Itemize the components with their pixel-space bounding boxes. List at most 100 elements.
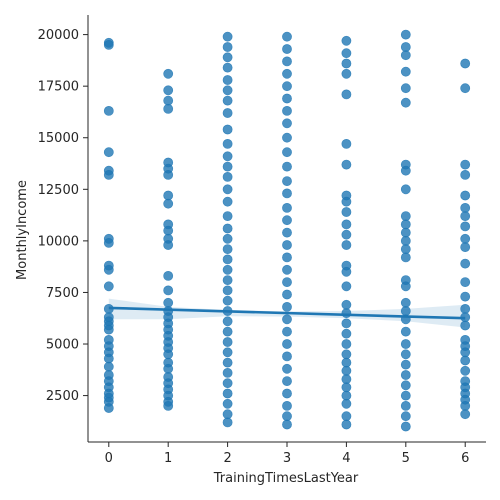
scatter-point xyxy=(341,349,352,360)
scatter-point xyxy=(460,202,471,213)
scatter-point xyxy=(163,225,174,236)
scatter-point xyxy=(460,355,471,366)
scatter-point xyxy=(400,380,411,391)
regression-line xyxy=(108,306,466,320)
y-tick-label: 15000 xyxy=(38,131,79,146)
scatter-point xyxy=(400,97,411,108)
scatter-point xyxy=(163,169,174,180)
scatter-point xyxy=(460,211,471,221)
scatter-point xyxy=(282,106,292,116)
x-tick-label: 6 xyxy=(461,451,469,466)
scatter-point xyxy=(341,240,352,250)
x-tick-label: 0 xyxy=(105,451,113,466)
scatter-point xyxy=(103,281,114,292)
scatter-point xyxy=(341,58,352,69)
scatter-point xyxy=(222,233,233,244)
scatter-point xyxy=(222,31,233,42)
scatter-point xyxy=(222,244,233,254)
scatter-point xyxy=(460,291,471,302)
x-tick-label: 5 xyxy=(402,451,410,466)
scatter-point xyxy=(282,68,292,79)
x-tick-label: 4 xyxy=(342,451,350,466)
scatter-point xyxy=(341,328,352,339)
y-tick-label: 2500 xyxy=(46,389,79,404)
points-layer xyxy=(103,29,471,432)
scatter-point xyxy=(103,403,114,413)
scatter-point xyxy=(222,357,233,368)
x-tick-label: 2 xyxy=(223,451,231,466)
x-tick-label: 3 xyxy=(283,451,291,466)
scatter-point xyxy=(341,219,352,230)
scatter-point xyxy=(400,66,411,77)
scatter-point xyxy=(103,353,114,364)
scatter-point xyxy=(400,235,411,246)
scatter-point xyxy=(222,398,233,409)
scatter-point xyxy=(103,264,114,275)
scatter-point xyxy=(163,104,174,114)
scatter-point xyxy=(282,419,292,430)
scatter-point xyxy=(282,351,292,362)
regression-line-layer xyxy=(108,306,466,320)
scatter-point xyxy=(460,169,471,180)
scatter-point xyxy=(282,363,292,374)
scatter-point xyxy=(222,151,233,162)
scatter-point xyxy=(400,227,411,238)
scatter-point xyxy=(341,390,352,401)
scatter-point xyxy=(222,211,233,221)
scatter-point xyxy=(400,390,411,401)
scatter-point xyxy=(282,301,292,312)
scatter-point xyxy=(282,339,292,349)
scatter-point xyxy=(282,188,292,199)
scatter-point xyxy=(341,411,352,422)
scatter-point xyxy=(222,417,233,428)
axes-layer: 0 1 2 3 4 5 6 2500 5000 7500 10000 12500 15000 17500 2… xyxy=(38,15,486,466)
scatter-point xyxy=(282,161,292,172)
scatter-point xyxy=(163,363,174,374)
scatter-point xyxy=(341,299,352,310)
scatter-point xyxy=(222,378,233,389)
scatter-point xyxy=(460,303,471,314)
scatter-point xyxy=(282,411,292,422)
scatter-point xyxy=(222,275,233,285)
scatter-point xyxy=(163,400,174,411)
scatter-point xyxy=(460,258,471,269)
scatter-point xyxy=(341,35,352,46)
scatter-point xyxy=(222,184,233,195)
scatter-point xyxy=(222,254,233,265)
scatter-point xyxy=(222,108,233,118)
scatter-point xyxy=(282,176,292,186)
scatter-point xyxy=(282,215,292,226)
scatter-point xyxy=(103,361,114,372)
scatter-point xyxy=(400,411,411,422)
scatter-point xyxy=(103,40,114,50)
scatter-point xyxy=(341,339,352,349)
scatter-point xyxy=(222,223,233,234)
scatter-point xyxy=(400,359,411,370)
scatter-point xyxy=(282,314,292,325)
scatter-point xyxy=(460,347,471,358)
y-tick-label: 20000 xyxy=(38,28,79,43)
scatter-point xyxy=(282,277,292,287)
scatter-point xyxy=(341,374,352,384)
scatter-point xyxy=(341,308,352,318)
scatter-point xyxy=(400,326,411,337)
scatter-point xyxy=(341,318,352,329)
y-tick-label: 12500 xyxy=(38,183,79,198)
scatter-point xyxy=(282,93,292,104)
scatter-point xyxy=(222,285,233,296)
scatter-point xyxy=(341,281,352,292)
y-tick-label: 17500 xyxy=(38,80,79,95)
scatter-point xyxy=(341,159,352,170)
scatter-point xyxy=(400,29,411,40)
scatter-point xyxy=(341,382,352,393)
scatter-point xyxy=(282,240,292,250)
scatter-point xyxy=(222,388,233,399)
scatter-point xyxy=(222,316,233,327)
scatter-point xyxy=(163,349,174,360)
y-axis-label: MonthlyIncome xyxy=(15,180,30,280)
scatter-point xyxy=(460,159,471,170)
scatter-point xyxy=(282,56,292,67)
scatter-point xyxy=(103,147,114,158)
scatter-point xyxy=(222,161,233,172)
